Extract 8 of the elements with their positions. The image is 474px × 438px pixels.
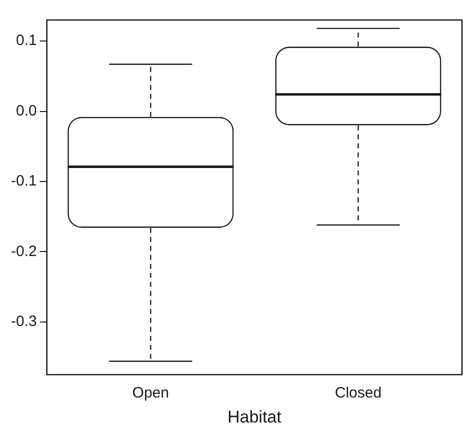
x-axis-title: Habitat: [227, 407, 282, 426]
x-tick-label: Closed: [334, 384, 382, 402]
y-tick-label: -0.3: [10, 313, 37, 330]
y-tick-label: 0.1: [16, 32, 37, 50]
y-tick-label: -0.2: [10, 242, 37, 260]
y-tick-label: -0.1: [10, 172, 37, 190]
x-tick-label: Open: [132, 384, 169, 402]
y-tick-label: 0.0: [16, 102, 37, 120]
